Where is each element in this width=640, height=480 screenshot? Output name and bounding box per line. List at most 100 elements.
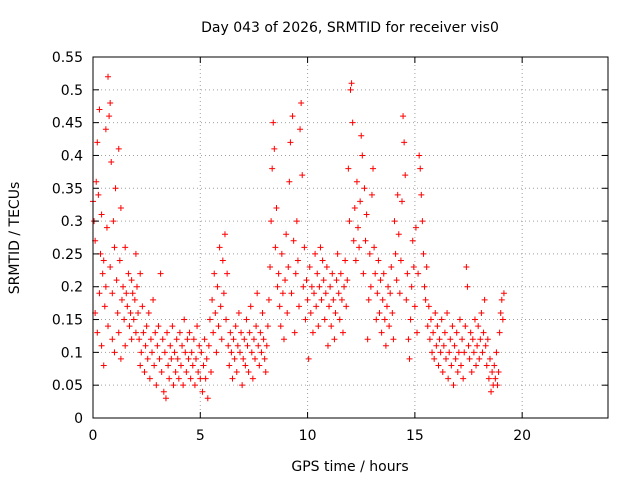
data-point	[271, 145, 278, 152]
data-point	[456, 316, 463, 323]
data-point	[494, 382, 501, 389]
data-point	[458, 362, 465, 369]
data-point	[440, 342, 447, 349]
data-point	[448, 362, 455, 369]
data-point	[264, 323, 271, 330]
data-point	[269, 165, 276, 172]
data-point	[193, 355, 199, 362]
data-point	[381, 316, 388, 323]
chart-title: Day 043 of 2026, SRMTID for receiver vis…	[201, 20, 499, 36]
data-point	[344, 277, 351, 284]
data-point	[241, 336, 248, 343]
data-point	[355, 224, 362, 231]
data-point	[405, 336, 412, 343]
data-point	[335, 290, 342, 297]
data-point	[452, 355, 459, 362]
data-point	[267, 264, 274, 271]
data-point	[341, 283, 348, 290]
data-point	[385, 283, 392, 290]
data-point	[488, 388, 495, 395]
data-point	[400, 113, 407, 120]
data-point	[434, 323, 441, 330]
data-point	[154, 342, 161, 349]
data-point	[406, 355, 413, 362]
data-point	[185, 355, 192, 362]
data-point	[329, 270, 336, 277]
data-point	[210, 329, 217, 336]
data-point	[252, 355, 259, 362]
data-point	[418, 191, 425, 198]
data-point	[286, 178, 293, 185]
data-point	[300, 283, 307, 290]
data-point	[130, 316, 137, 323]
data-point	[137, 270, 144, 277]
data-point	[100, 362, 107, 369]
data-point	[308, 283, 315, 290]
data-point	[319, 257, 326, 264]
data-point	[219, 257, 226, 264]
data-point	[479, 349, 486, 356]
y-tick-label: 0.3	[61, 214, 83, 230]
data-point	[297, 126, 304, 133]
data-point	[475, 323, 482, 330]
data-point	[361, 185, 368, 192]
data-point	[478, 309, 485, 316]
data-point	[327, 283, 334, 290]
data-point	[221, 231, 228, 238]
data-point	[231, 355, 238, 362]
data-point	[337, 270, 344, 277]
data-point	[289, 113, 296, 120]
x-tick-label: 20	[513, 428, 531, 444]
data-point	[113, 277, 120, 284]
data-point	[383, 303, 390, 310]
data-point	[255, 342, 262, 349]
data-point	[424, 323, 431, 330]
data-point	[298, 99, 305, 106]
data-point	[162, 395, 169, 402]
data-point	[454, 369, 461, 376]
data-point	[331, 336, 338, 343]
data-point	[373, 316, 380, 323]
data-point	[343, 303, 350, 310]
data-point	[249, 375, 256, 382]
data-point	[272, 244, 279, 251]
data-point	[332, 309, 339, 316]
data-point	[328, 323, 335, 330]
data-point	[240, 355, 247, 362]
data-point	[197, 375, 204, 382]
data-point	[111, 349, 118, 356]
data-point	[98, 342, 105, 349]
y-tick-label: 0.5	[61, 83, 83, 99]
data-point	[320, 277, 327, 284]
data-point	[326, 303, 333, 310]
data-point	[242, 362, 249, 369]
data-point	[214, 283, 221, 290]
data-point	[132, 329, 139, 336]
data-point	[120, 283, 127, 290]
data-point	[274, 283, 281, 290]
data-point	[183, 369, 190, 376]
data-point	[376, 309, 383, 316]
data-point	[199, 388, 206, 395]
data-point	[179, 342, 186, 349]
data-point	[293, 218, 300, 225]
data-point	[447, 336, 454, 343]
data-point	[220, 290, 227, 297]
data-point	[368, 191, 375, 198]
data-point	[474, 342, 481, 349]
data-point	[374, 290, 381, 297]
data-point	[202, 375, 209, 382]
data-point	[372, 270, 379, 277]
data-point	[322, 290, 329, 297]
data-point	[139, 303, 146, 310]
data-point	[146, 375, 153, 382]
data-point	[213, 349, 220, 356]
data-point	[201, 336, 208, 343]
data-point	[157, 270, 164, 277]
data-point	[287, 139, 294, 146]
y-tick-label: 0.2	[61, 280, 83, 296]
data-point	[102, 283, 109, 290]
x-axis-label: GPS time / hours	[291, 459, 408, 475]
data-point	[359, 152, 366, 159]
data-point	[137, 362, 144, 369]
